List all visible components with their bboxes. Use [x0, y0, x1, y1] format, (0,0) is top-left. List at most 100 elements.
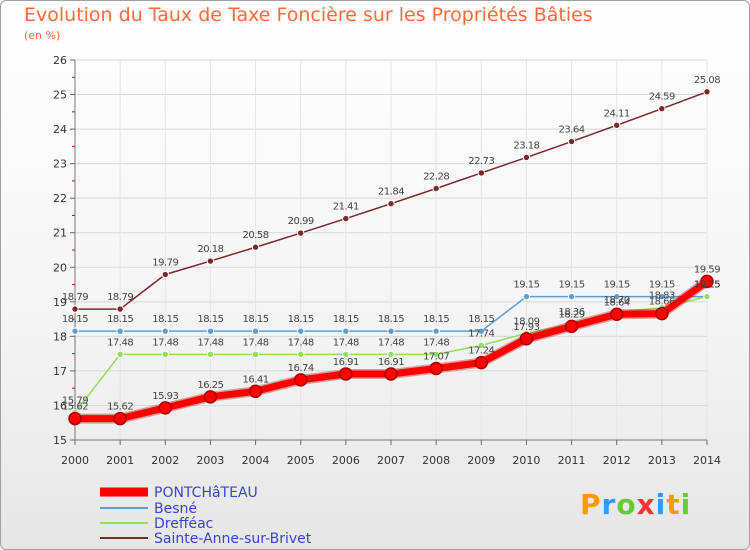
chart-title: Evolution du Taux de Taxe Foncière sur l… [24, 4, 593, 26]
y-tick-label: 17 [53, 365, 67, 378]
data-label-besne: 18.15 [243, 314, 269, 325]
data-label-sainte-anne-sur-brivet: 20.99 [288, 216, 314, 227]
data-point-pontchateau [293, 373, 308, 387]
x-tick-label: 2005 [287, 454, 315, 467]
logo-letter: P [580, 488, 602, 521]
data-point-dreffeac [161, 350, 169, 359]
data-label-dreffeac: 17.48 [243, 337, 269, 348]
data-point-besne [387, 327, 395, 335]
data-label-besne: 18.15 [378, 314, 404, 325]
data-label-dreffeac: 18.09 [513, 316, 539, 327]
data-label-pontchateau: 15.93 [152, 391, 178, 402]
y-tick-label: 23 [53, 158, 67, 171]
data-point-dreffeac [297, 350, 305, 359]
y-tick-label: 19 [53, 296, 67, 309]
data-label-dreffeac: 17.48 [107, 337, 133, 348]
x-tick-label: 2014 [693, 454, 721, 467]
data-point-dreffeac [342, 350, 350, 359]
data-label-besne: 18.15 [423, 314, 449, 325]
data-point-pontchateau [564, 319, 579, 334]
y-tick-label: 15 [53, 434, 67, 447]
y-tick-label: 20 [53, 261, 67, 274]
logo-letter: t [666, 488, 681, 521]
data-point-besne [206, 327, 215, 335]
data-label-sainte-anne-sur-brivet: 21.41 [333, 202, 359, 213]
data-label-besne: 19.15 [559, 280, 585, 291]
data-label-dreffeac: 17.48 [378, 337, 404, 348]
data-point-besne [477, 327, 485, 335]
data-label-pontchateau: 17.07 [423, 351, 449, 362]
data-label-dreffeac: 17.48 [152, 337, 178, 348]
data-label-pontchateau: 17.93 [513, 322, 539, 333]
data-point-sainte-anne-sur-brivet [613, 121, 621, 129]
data-point-pontchateau [700, 274, 714, 289]
data-point-besne [522, 292, 531, 301]
data-point-sainte-anne-sur-brivet [387, 200, 395, 208]
data-point-dreffeac [206, 350, 215, 359]
x-tick-label: 2009 [467, 454, 495, 467]
x-tick-label: 2008 [422, 454, 450, 467]
data-label-sainte-anne-sur-brivet: 22.73 [468, 156, 494, 167]
data-point-sainte-anne-sur-brivet [432, 184, 440, 193]
data-label-dreffeac: 18.36 [559, 307, 585, 318]
data-point-besne [613, 292, 621, 301]
data-point-pontchateau [248, 384, 263, 399]
data-label-dreffeac: 19.15 [694, 280, 720, 291]
data-point-dreffeac [251, 350, 260, 359]
data-label-pontchateau: 17.24 [468, 346, 494, 357]
data-label-pontchateau: 18.29 [559, 309, 585, 320]
data-label-dreffeac: 17.48 [423, 337, 449, 348]
logo-letter: o [616, 488, 637, 521]
data-label-dreffeac: 15.79 [62, 396, 88, 407]
data-point-sainte-anne-sur-brivet [658, 105, 666, 113]
data-point-dreffeac [477, 341, 485, 350]
data-label-pontchateau: 15.62 [62, 402, 88, 413]
data-point-pontchateau [113, 411, 127, 426]
x-tick-label: 2000 [61, 454, 89, 467]
series-lines [68, 88, 714, 426]
data-label-sainte-anne-sur-brivet: 18.79 [107, 292, 133, 303]
data-point-sainte-anne-sur-brivet [477, 169, 485, 177]
data-label-sainte-anne-sur-brivet: 25.08 [694, 75, 720, 86]
y-tick-label: 16 [53, 399, 67, 412]
x-tick-label: 2013 [648, 454, 676, 467]
x-tick-label: 2004 [242, 454, 270, 467]
data-label-dreffeac: 18.83 [649, 291, 675, 302]
legend: PONTCHâTEAUBesnéDrefféacSainte-Anne-sur-… [100, 485, 312, 547]
data-point-dreffeac [116, 350, 124, 359]
data-label-pontchateau: 16.91 [333, 357, 359, 368]
data-point-pontchateau [655, 306, 669, 321]
logo-letter: x [636, 488, 656, 521]
data-label-sainte-anne-sur-brivet: 22.28 [423, 172, 449, 183]
data-point-besne [342, 327, 350, 335]
x-tick-label: 2010 [512, 454, 540, 467]
data-point-sainte-anne-sur-brivet [206, 257, 215, 265]
data-label-sainte-anne-sur-brivet: 18.79 [62, 292, 88, 303]
axes: 15 16 17 18 19 20 21 22 23 24 25 26 2000 2001 2002 2003… [53, 54, 721, 467]
data-label-dreffeac: 17.48 [333, 337, 359, 348]
data-label-sainte-anne-sur-brivet: 24.11 [604, 108, 630, 119]
data-point-pontchateau [429, 361, 443, 376]
data-label-sainte-anne-sur-brivet: 24.59 [649, 92, 675, 103]
data-label-sainte-anne-sur-brivet: 23.64 [559, 125, 585, 136]
data-point-dreffeac [387, 350, 395, 359]
data-label-besne: 18.15 [288, 314, 314, 325]
data-point-dreffeac [432, 350, 440, 359]
data-label-pontchateau: 16.41 [243, 374, 269, 385]
x-tick-label: 2002 [151, 454, 179, 467]
data-label-sainte-anne-sur-brivet: 21.84 [378, 187, 404, 198]
data-point-besne [161, 327, 169, 335]
y-tick-label: 18 [53, 330, 67, 343]
y-tick-label: 24 [53, 123, 67, 136]
data-point-pontchateau [609, 307, 624, 322]
data-point-sainte-anne-sur-brivet [567, 137, 576, 146]
data-point-pontchateau [203, 390, 218, 404]
data-point-pontchateau [68, 411, 82, 426]
data-point-besne [432, 327, 440, 335]
data-point-dreffeac [703, 292, 711, 301]
data-point-sainte-anne-sur-brivet [71, 305, 79, 313]
data-label-sainte-anne-sur-brivet: 23.18 [513, 140, 539, 151]
logo-letter: r [601, 488, 617, 521]
data-label-pontchateau: 18.66 [649, 297, 675, 308]
